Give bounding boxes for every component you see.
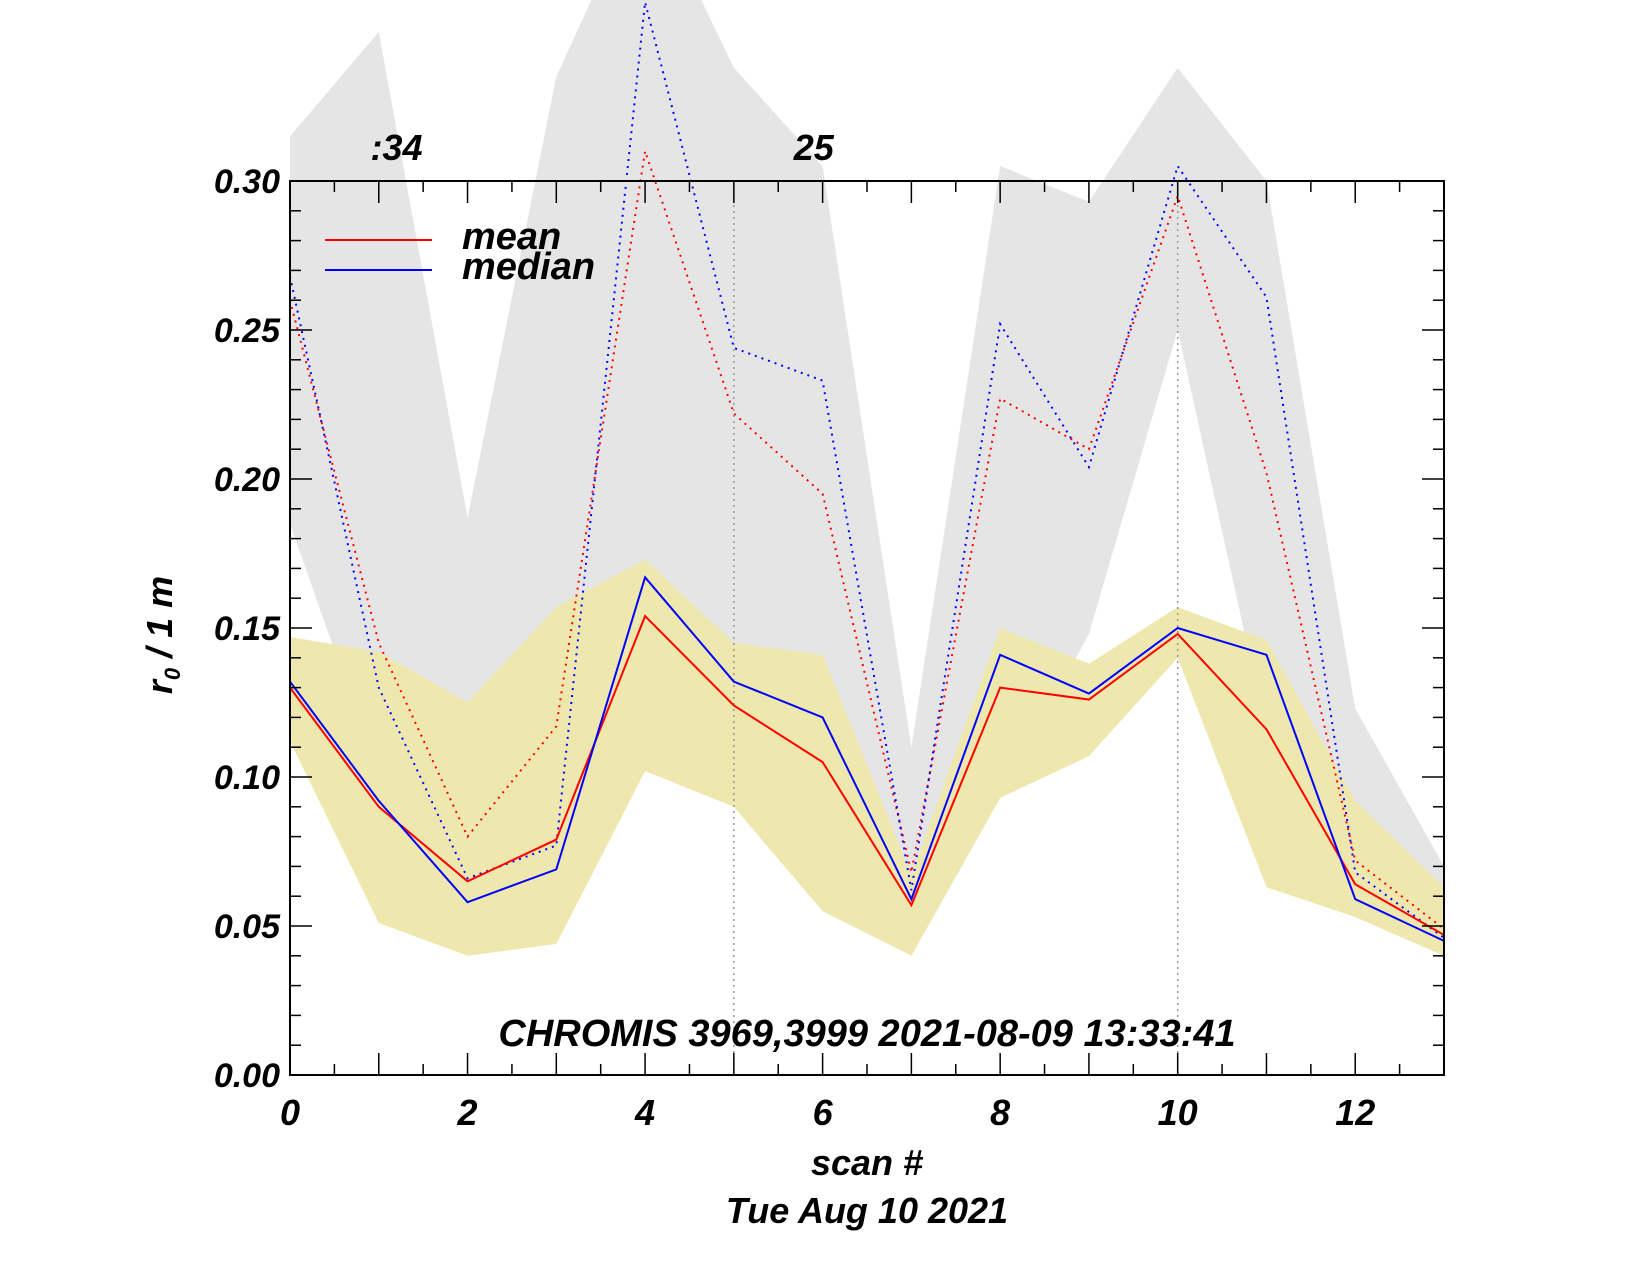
y-tick-label: 0.25 [214, 312, 281, 350]
legend-label-median: median [462, 246, 595, 288]
y-tick-label: 0.30 [214, 163, 280, 201]
dotted-series-layer [289, 1, 1445, 939]
top-time-label: :34 [371, 127, 423, 168]
series-line-mean-dotted [289, 150, 1445, 930]
solid-series-layer [289, 575, 1445, 942]
x-tick-label: 12 [1335, 1092, 1375, 1133]
y-tick-label: 0.15 [214, 610, 281, 648]
yellow-band [290, 559, 1444, 956]
series-line-mean [289, 614, 1445, 936]
y-axis-label-main: r [139, 678, 180, 694]
x-tick-label: 2 [457, 1092, 478, 1133]
top-time-labels: :34 25 [371, 127, 835, 168]
top-time-label: 25 [793, 127, 835, 168]
y-tick-label: 0.10 [214, 759, 280, 797]
y-axis-label: r0 / 1 m [139, 576, 185, 694]
x-axis-date-label: Tue Aug 10 2021 [726, 1190, 1008, 1231]
x-tick-label: 4 [634, 1092, 655, 1133]
bands-layer [290, 0, 1444, 956]
y-axis-label-rest: / 1 m [139, 576, 180, 668]
x-tick-label: 10 [1158, 1092, 1198, 1133]
ticks-layer [289, 180, 1445, 1076]
tick-labels-layer: 0 2 4 6 8 10 12 0.00 0.05 0.10 0.15 0.20 0.25 0.30 [214, 163, 1375, 1133]
series-line-median-dotted [289, 1, 1445, 939]
chart-annotation: CHROMIS 3969,3999 2021-08-09 13:33:41 [498, 1013, 1235, 1055]
svg-text:r0 / 1 m: r0 / 1 m [139, 576, 185, 694]
x-axis-label: scan # [811, 1142, 923, 1183]
x-tick-label: 8 [990, 1092, 1010, 1133]
markers-layer [733, 181, 1179, 1075]
legend: mean median [325, 216, 595, 288]
y-tick-label: 0.05 [214, 908, 281, 946]
y-tick-label: 0.00 [214, 1057, 280, 1095]
y-axis-label-sub: 0 [160, 667, 185, 680]
legend-label-mean: mean [462, 216, 561, 258]
y-tick-label: 0.20 [214, 461, 280, 499]
x-tick-label: 0 [280, 1092, 300, 1133]
series-line-median [289, 575, 1445, 942]
x-tick-label: 6 [813, 1092, 834, 1133]
